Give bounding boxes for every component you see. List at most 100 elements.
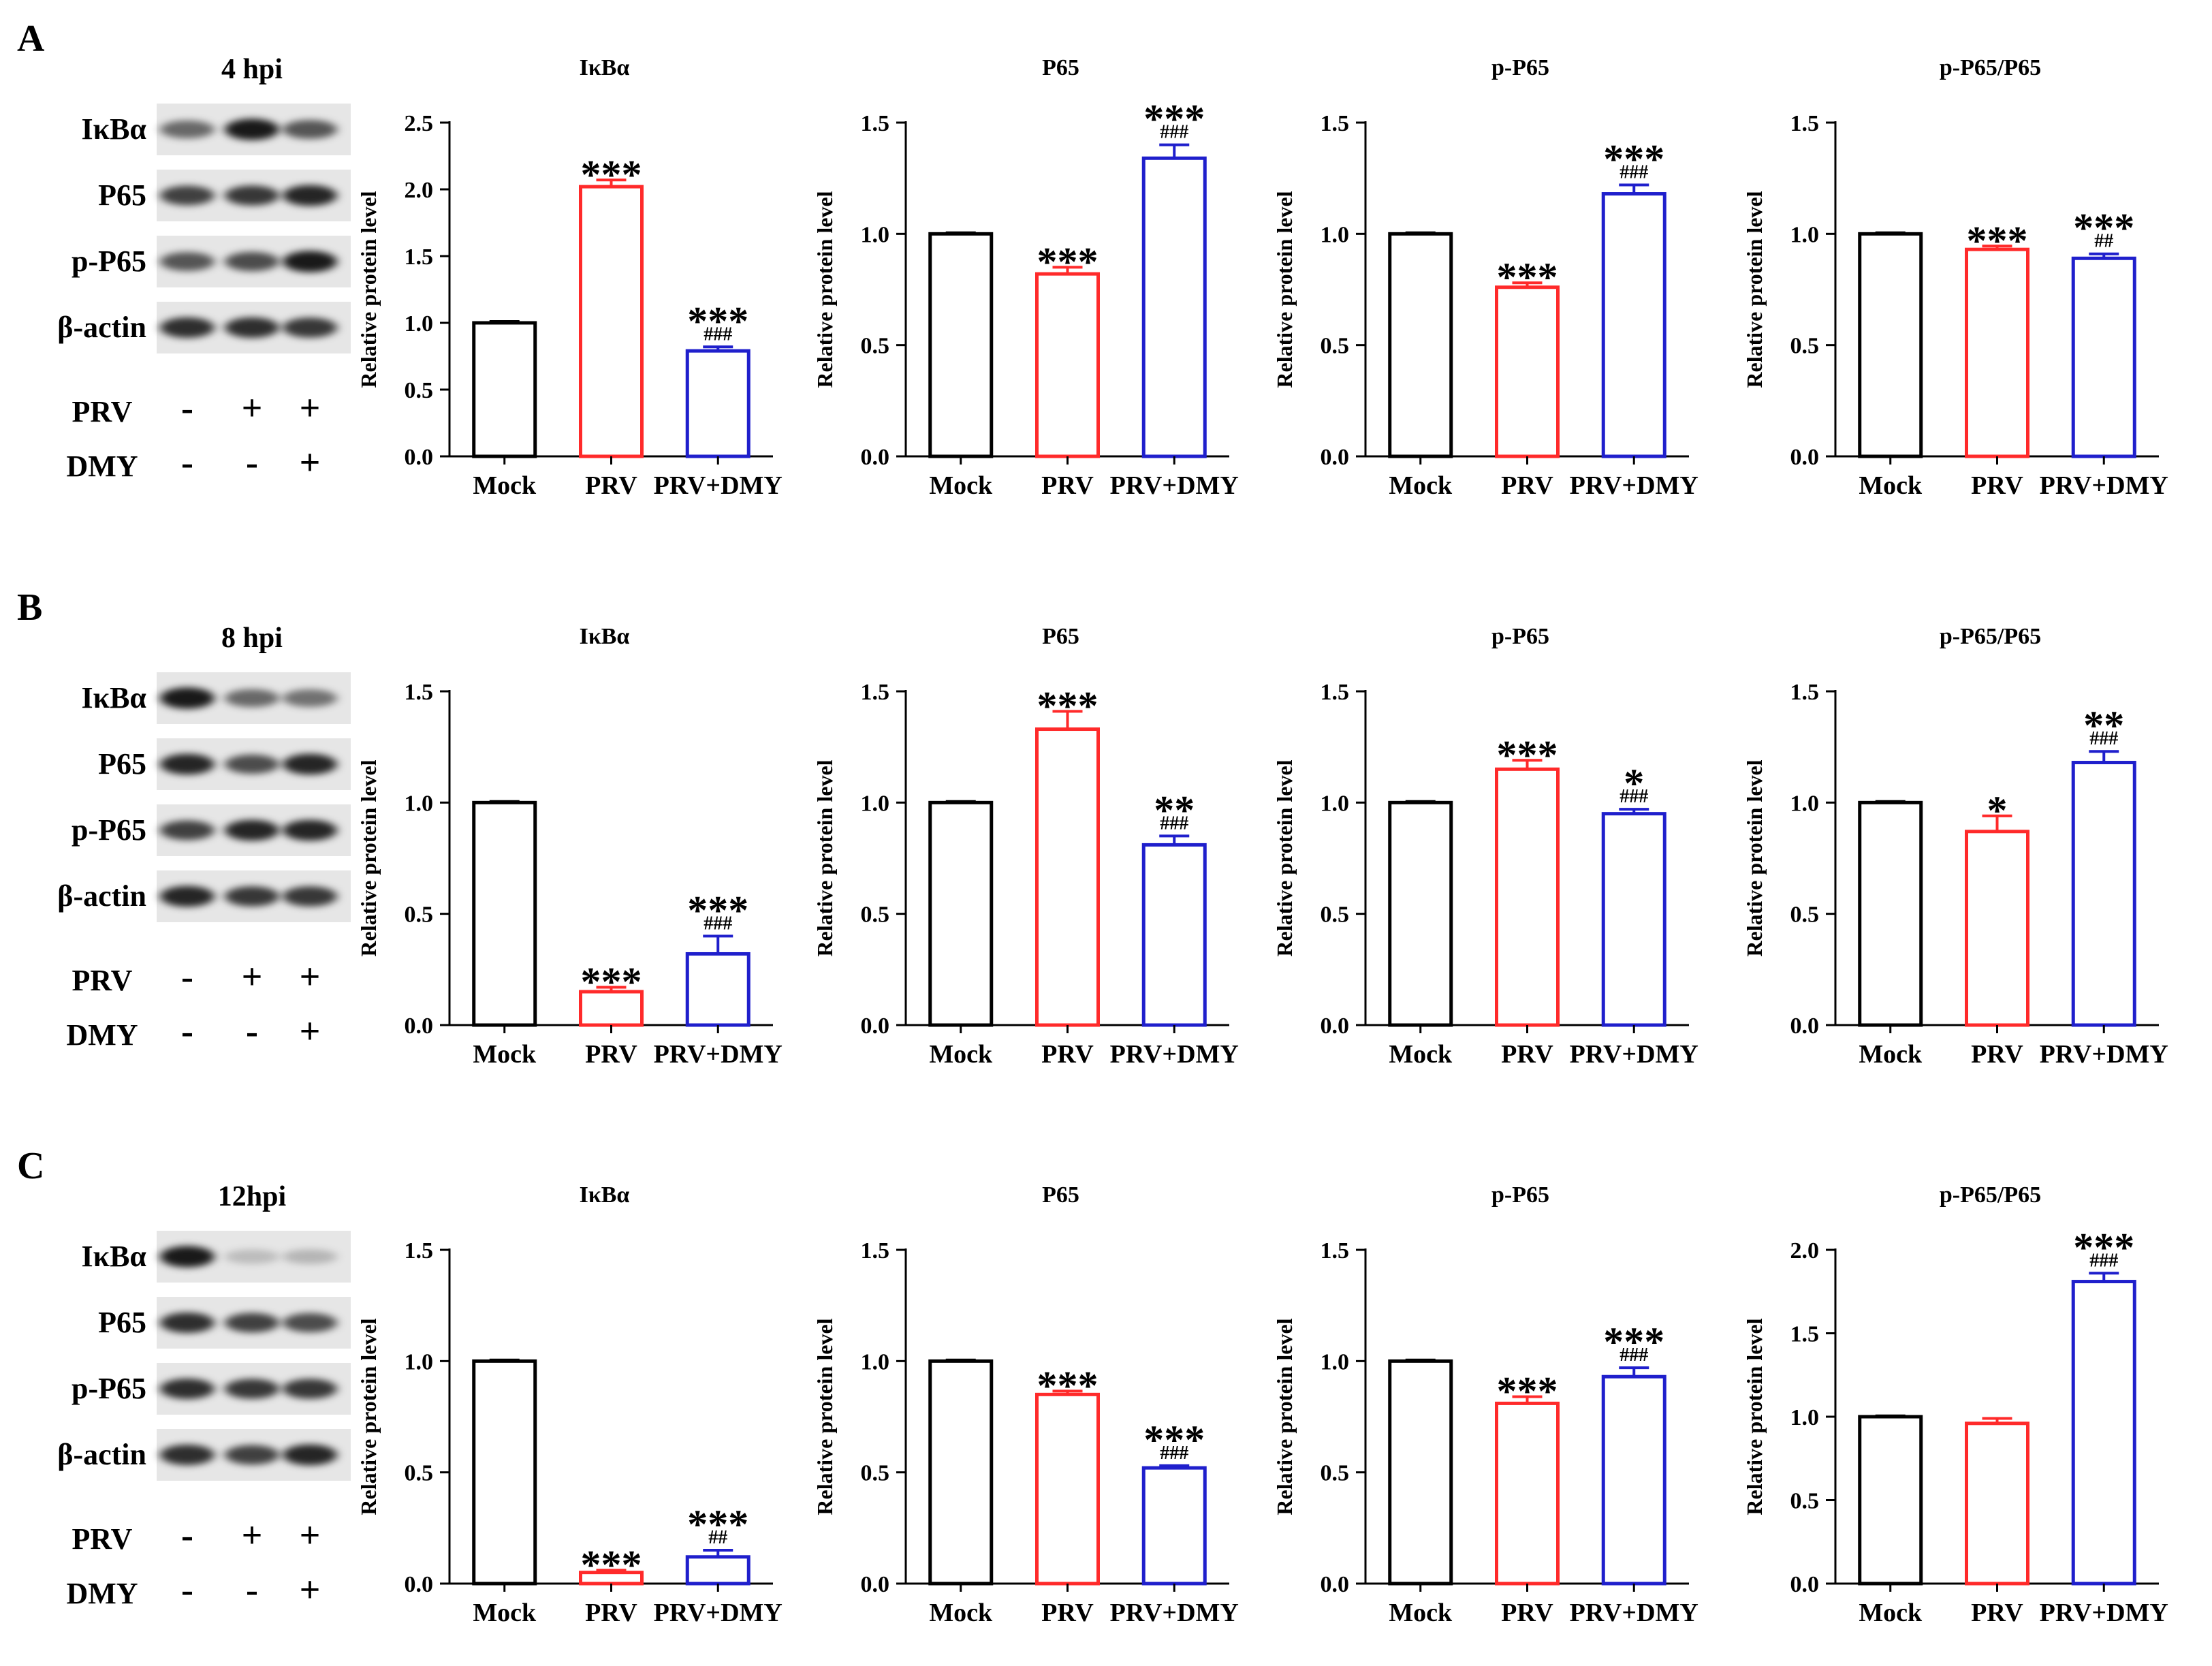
x-tick-label: Mock <box>1389 1040 1453 1069</box>
significance-hash: ### <box>1620 161 1648 183</box>
blot-band <box>283 120 337 139</box>
blot-band <box>160 252 215 271</box>
y-tick-label: 1.0 <box>1321 791 1350 816</box>
bar <box>1388 800 1453 1027</box>
blot-band <box>160 317 215 339</box>
x-tick-label: PRV <box>1501 471 1553 500</box>
blot-band <box>160 1312 215 1334</box>
significance-hash: ### <box>2089 728 2118 749</box>
x-tick-label: PRV <box>1041 471 1094 500</box>
treatment-label: DMY <box>66 450 138 483</box>
blot-band <box>225 689 279 708</box>
y-axis-label: Relative protein level <box>1742 1318 1767 1515</box>
significance-hash: ## <box>2094 231 2113 252</box>
significance-stars: *** <box>1037 1363 1099 1408</box>
x-tick-label: PRV+DMY <box>1110 1599 1239 1627</box>
x-tick-label: Mock <box>929 1599 993 1627</box>
treatment-sign: + <box>242 956 263 997</box>
treatment-sign: + <box>300 442 321 483</box>
x-tick-label: PRV+DMY <box>1570 1599 1698 1627</box>
chart-title: p-P65 <box>1491 55 1549 80</box>
y-tick-label: 1.5 <box>405 1238 434 1263</box>
bar-chart: P65 0.0 0.5 1.0 1.5 Relative protein level Moc… <box>812 1182 1239 1627</box>
significance-hash: ### <box>704 913 732 934</box>
chart-title: IκBα <box>580 1182 630 1208</box>
significance-stars: *** <box>687 1502 748 1547</box>
blot-band <box>160 1378 215 1400</box>
y-tick-label: 1.0 <box>861 1349 890 1374</box>
panel-b: B 8 hpi IκBα P65 p-P65 β-actin PRV - + + DMY - - + IκB… <box>17 586 2168 1069</box>
x-tick-label: PRV <box>585 1599 637 1627</box>
y-tick-label: 1.0 <box>405 311 434 336</box>
panel-letter: B <box>17 586 42 629</box>
bar <box>1495 767 1560 1027</box>
treatment-sign: - <box>246 1011 258 1052</box>
blot-band <box>225 185 279 206</box>
y-tick-label: 1.5 <box>861 1238 890 1263</box>
significance-stars: *** <box>1143 1417 1205 1462</box>
y-tick-label: 0.0 <box>1321 1013 1350 1039</box>
treatment-sign: - <box>181 1569 193 1610</box>
y-tick-label: 1.5 <box>1321 111 1350 136</box>
treatment-sign: + <box>300 1569 321 1610</box>
significance-hash: ### <box>704 324 732 345</box>
bar <box>1601 1374 1666 1586</box>
chart-title: P65 <box>1042 55 1079 80</box>
significance-stars: *** <box>1603 136 1664 181</box>
y-axis-label: Relative protein level <box>356 191 381 388</box>
y-tick-label: 1.0 <box>1790 791 1820 816</box>
bar <box>579 185 644 458</box>
treatment-sign: + <box>300 388 321 428</box>
bar <box>1965 830 2029 1027</box>
blot-band <box>160 1246 215 1268</box>
treatment-sign: + <box>242 388 263 428</box>
treatment-sign: + <box>300 1515 321 1556</box>
x-tick-label: PRV <box>585 1040 637 1069</box>
y-axis-label: Relative protein level <box>356 759 381 956</box>
y-tick-label: 1.5 <box>405 680 434 705</box>
y-tick-label: 2.0 <box>1790 1238 1820 1263</box>
bar-chart: IκBα 0.0 0.5 1.0 1.5 Relative protein level Mo… <box>356 1182 783 1627</box>
y-tick-label: 0.0 <box>405 445 434 470</box>
x-tick-label: PRV <box>1971 1040 2023 1069</box>
y-tick-label: 1.5 <box>1790 680 1820 705</box>
y-tick-label: 1.0 <box>405 791 434 816</box>
bar-chart: p-P65/P65 0.0 0.5 1.0 1.5 Relative protein le… <box>1742 55 2168 500</box>
bar-chart: P65 0.0 0.5 1.0 1.5 Relative protein level Moc… <box>812 624 1239 1069</box>
x-tick-label: Mock <box>929 471 993 500</box>
y-tick-label: 1.5 <box>1321 680 1350 705</box>
y-tick-label: 1.0 <box>1790 222 1820 247</box>
y-tick-label: 0.0 <box>1790 445 1820 470</box>
significance-hash: ### <box>1160 813 1188 834</box>
blot-row-label: β-actin <box>57 311 146 344</box>
blot-timepoint: 4 hpi <box>221 54 283 85</box>
treatment-label: PRV <box>72 1522 133 1556</box>
bar-chart: p-P65 0.0 0.5 1.0 1.5 Relative protein level M… <box>1272 624 1698 1069</box>
y-tick-label: 1.0 <box>405 1349 434 1374</box>
x-tick-label: PRV <box>585 471 637 500</box>
significance-stars: * <box>1624 761 1644 806</box>
y-tick-label: 0.0 <box>1321 1572 1350 1597</box>
significance-stars: *** <box>581 152 642 197</box>
significance-stars: *** <box>1967 218 2028 263</box>
panel-a: A 4 hpi IκBα P65 p-P65 β-actin PRV - + + DMY - - + IκB… <box>17 18 2168 500</box>
y-tick-label: 0.0 <box>405 1013 434 1039</box>
y-tick-label: 1.5 <box>1790 111 1820 136</box>
panel-letter: A <box>17 18 45 60</box>
treatment-label: DMY <box>66 1577 138 1610</box>
y-tick-label: 0.5 <box>861 334 890 359</box>
blot-band <box>283 819 337 841</box>
blot-row-label: P65 <box>98 1306 146 1339</box>
bar <box>1035 1392 1100 1586</box>
treatment-sign: - <box>181 442 193 483</box>
blot-band <box>225 1249 279 1264</box>
bar <box>1495 1401 1560 1586</box>
x-tick-label: Mock <box>1859 1599 1923 1627</box>
x-tick-label: PRV <box>1501 1599 1553 1627</box>
blot-band <box>283 251 337 272</box>
x-tick-label: Mock <box>1389 471 1453 500</box>
blot-band <box>283 185 337 206</box>
bar <box>472 1359 537 1586</box>
blot-band <box>225 119 279 140</box>
